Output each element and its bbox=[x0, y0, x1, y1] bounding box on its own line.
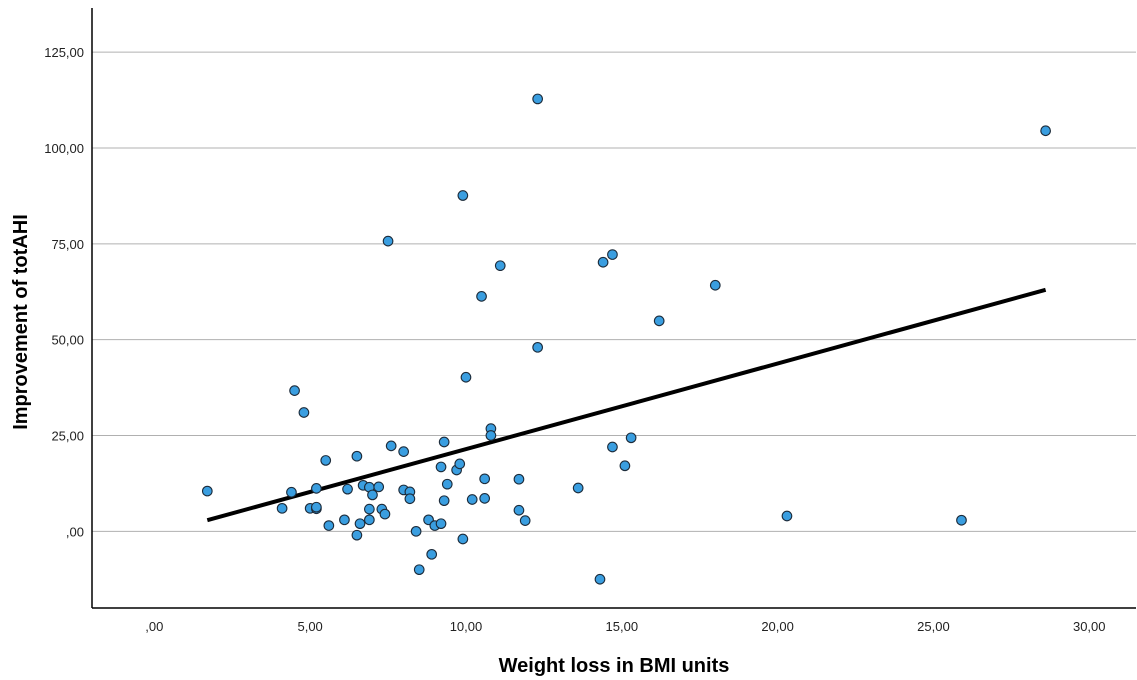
data-point bbox=[320, 455, 332, 466]
x-axis-title: Weight loss in BMI units bbox=[499, 655, 730, 677]
data-point bbox=[594, 573, 606, 585]
data-point bbox=[410, 525, 422, 537]
data-point bbox=[413, 564, 425, 576]
data-point bbox=[435, 518, 447, 530]
data-point bbox=[364, 503, 375, 515]
data-point bbox=[201, 485, 213, 497]
data-point bbox=[351, 529, 363, 541]
data-point bbox=[286, 486, 297, 498]
data-point bbox=[532, 341, 543, 353]
axes bbox=[91, 8, 1136, 609]
data-point bbox=[385, 440, 397, 452]
x-tick-label: 25,00 bbox=[917, 619, 950, 634]
data-point bbox=[367, 489, 378, 501]
data-point bbox=[572, 482, 584, 494]
data-point bbox=[435, 461, 447, 473]
data-point bbox=[519, 515, 531, 526]
data-point bbox=[298, 407, 310, 418]
y-tick-label: 25,00 bbox=[51, 429, 84, 444]
data-point bbox=[382, 235, 394, 247]
y-tick-label: 50,00 bbox=[51, 333, 84, 348]
data-point bbox=[709, 279, 721, 291]
data-point bbox=[351, 450, 363, 462]
x-tick-label: 10,00 bbox=[450, 619, 483, 634]
data-point bbox=[494, 260, 506, 272]
data-point bbox=[373, 481, 385, 493]
data-point bbox=[619, 460, 631, 472]
data-point bbox=[466, 494, 478, 505]
x-tick-label: 20,00 bbox=[761, 619, 794, 634]
data-point bbox=[379, 508, 391, 520]
data-point bbox=[438, 436, 450, 448]
y-tick-labels: ,00 25,00 50,00 75,00 100,00 125,00 bbox=[44, 45, 84, 539]
data-point bbox=[276, 502, 288, 514]
data-point bbox=[485, 430, 497, 441]
data-point bbox=[476, 291, 487, 302]
data-point bbox=[311, 501, 322, 513]
data-point bbox=[364, 514, 375, 526]
data-point bbox=[457, 533, 469, 545]
data-point bbox=[354, 518, 366, 530]
data-point bbox=[479, 473, 491, 485]
data-point bbox=[781, 510, 793, 522]
x-tick-labels: ,00 5,00 10,00 15,00 20,00 25,00 30,00 bbox=[145, 619, 1105, 634]
data-point bbox=[398, 446, 409, 457]
data-point bbox=[342, 483, 353, 495]
y-tick-label: ,00 bbox=[66, 524, 84, 539]
x-tick-label: 30,00 bbox=[1073, 619, 1106, 634]
data-point bbox=[311, 483, 322, 494]
x-tick-label: 5,00 bbox=[297, 619, 322, 634]
data-point bbox=[438, 495, 450, 507]
x-tick-label: ,00 bbox=[145, 619, 163, 634]
y-axis-title: Improvement of totAHI bbox=[10, 214, 32, 430]
data-point bbox=[597, 256, 609, 268]
x-tick-label: 15,00 bbox=[606, 619, 639, 634]
data-point bbox=[454, 458, 466, 470]
data-point bbox=[441, 478, 453, 490]
data-point bbox=[625, 432, 637, 444]
y-tick-label: 75,00 bbox=[51, 237, 84, 252]
y-tick-label: 100,00 bbox=[44, 141, 84, 156]
data-point bbox=[653, 315, 665, 327]
data-point bbox=[513, 473, 525, 485]
data-point bbox=[956, 514, 967, 526]
data-point bbox=[532, 93, 543, 105]
data-point bbox=[607, 441, 618, 453]
data-point bbox=[339, 514, 350, 526]
data-points bbox=[201, 93, 1051, 585]
data-point bbox=[289, 385, 300, 397]
data-point bbox=[457, 190, 469, 201]
data-point bbox=[426, 548, 438, 560]
data-point bbox=[404, 493, 416, 505]
fit-line-group bbox=[206, 287, 1047, 523]
data-point bbox=[1040, 125, 1051, 137]
grid-lines bbox=[92, 51, 1136, 532]
fit-line bbox=[206, 287, 1047, 523]
y-tick-label: 125,00 bbox=[44, 45, 84, 60]
data-point bbox=[513, 504, 525, 516]
data-point bbox=[479, 493, 491, 504]
data-point bbox=[460, 371, 472, 383]
data-point bbox=[607, 249, 618, 260]
data-point bbox=[323, 520, 335, 531]
